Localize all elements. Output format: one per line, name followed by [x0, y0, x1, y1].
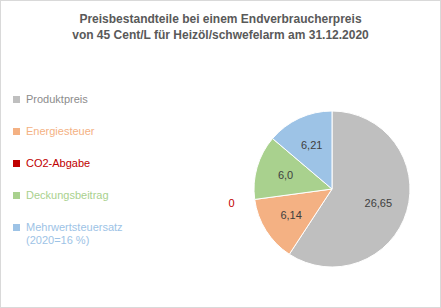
- html-text:CO2-Abgabe: CO2-Abgabe: [26, 157, 91, 169]
- html-text:(2020=16 %): (2020=16 %): [26, 234, 90, 246]
- html-text:von 45 Cent/L für Heizöl/schwe: von 45 Cent/L für Heizöl/schwefelarm am …: [72, 28, 369, 42]
- html-text:Mehrwertsteuersatz: Mehrwertsteuersatz: [26, 221, 123, 233]
- html-text:Preisbestandteile bei einem En: Preisbestandteile bei einem Endverbrauch…: [79, 12, 362, 26]
- svg-text:0: 0: [228, 197, 234, 209]
- svg-text:26,65: 26,65: [365, 197, 393, 209]
- svg-text:6,21: 6,21: [301, 139, 322, 151]
- html-text:Produktpreis: Produktpreis: [26, 93, 88, 105]
- svg-text:6,0: 6,0: [278, 169, 293, 181]
- html-text:Deckungsbeitrag: Deckungsbeitrag: [26, 189, 109, 201]
- html-text:Energiesteuer: Energiesteuer: [26, 125, 95, 137]
- svg-text:6,14: 6,14: [280, 209, 301, 221]
